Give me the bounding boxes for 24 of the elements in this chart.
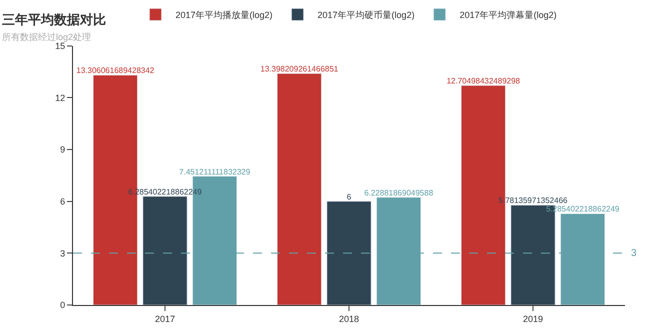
bar — [276, 73, 322, 305]
y-tick-label: 3 — [60, 248, 66, 258]
x-tick-label: 2019 — [522, 314, 544, 324]
data-label: 13.306061689428342 — [76, 66, 155, 76]
ref-line-label: 3 — [631, 248, 637, 259]
legend-label: 2017年平均播放量(log2) — [176, 10, 273, 20]
data-label: 12.70498432489298 — [446, 76, 521, 86]
bar — [142, 196, 188, 305]
data-label: 6 — [346, 192, 352, 202]
y-tick-label: 9 — [60, 144, 66, 155]
data-label: 7.451211111832329 — [179, 167, 251, 176]
chart-title: 三年平均数据对比 — [2, 12, 106, 27]
legend-label: 2017年平均硬币量(log2) — [318, 10, 415, 20]
y-tick-label: 15 — [55, 41, 66, 51]
y-tick-label: 12 — [55, 92, 66, 103]
chart-subtitle: 所有数据经过log2处理 — [2, 32, 92, 42]
legend-label: 2017年平均弹幕量(log2) — [460, 10, 557, 20]
data-label: 13.398209261466851 — [260, 64, 339, 74]
data-label: 6.22881869049588 — [364, 188, 434, 198]
y-tick-label: 6 — [60, 196, 66, 206]
bar — [326, 201, 372, 305]
x-tick-label: 2018 — [338, 314, 360, 324]
y-tick-label: 0 — [60, 300, 66, 310]
x-tick-label: 2017 — [154, 314, 176, 324]
